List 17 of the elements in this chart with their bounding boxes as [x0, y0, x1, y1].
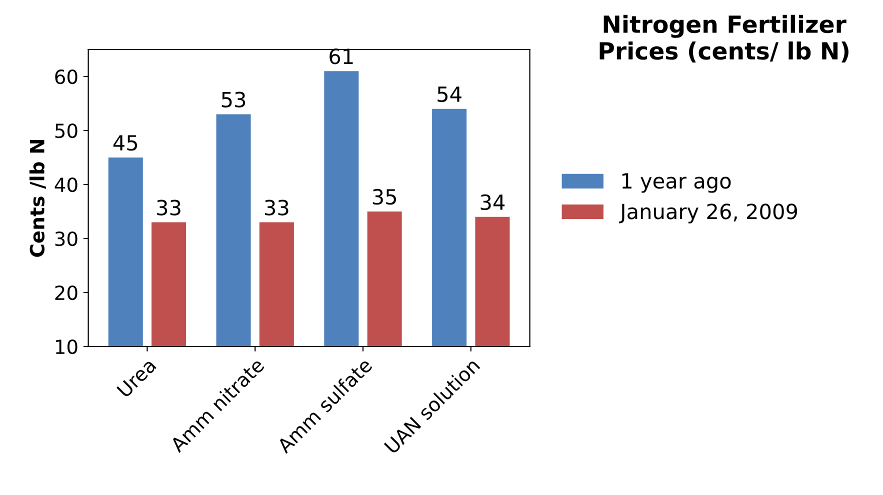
data-label: 33	[157, 200, 180, 216]
data-label: 35	[372, 188, 396, 205]
data-label: 34	[480, 194, 505, 210]
y-tick-label: 60	[55, 69, 78, 84]
y-tick-label: 40	[54, 177, 78, 192]
data-label: 53	[222, 92, 246, 108]
data-label: 33	[265, 200, 288, 216]
data-label: 45	[113, 135, 138, 151]
legend-label: 1 year ago	[622, 173, 731, 193]
text: Nitrogen Fertilizer Prices (cents/ lb N)	[600, 14, 848, 63]
y-tick-label: 50	[55, 123, 78, 138]
y-axis-title: Cents /lb N	[29, 140, 46, 257]
y-tick-label: 30	[55, 231, 78, 246]
y-tick-label: 20	[55, 285, 78, 300]
y-tick-label: 10	[56, 339, 78, 354]
legend-label: January 26, 2009	[619, 204, 798, 224]
data-label: 54	[438, 86, 462, 102]
